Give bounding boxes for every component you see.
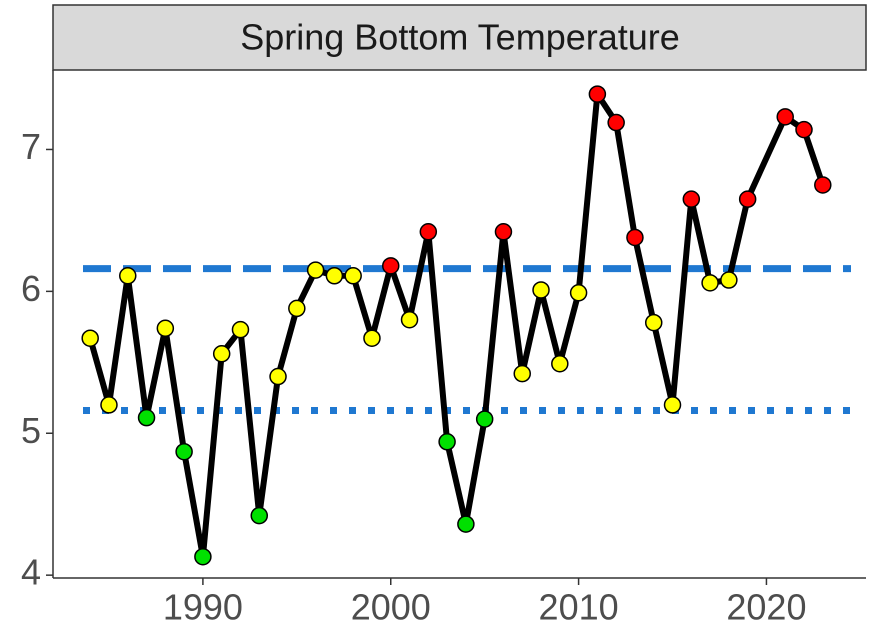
point [194,547,212,566]
point [288,299,306,318]
point [363,329,381,347]
point [607,113,625,132]
point [644,313,663,332]
point [701,274,719,292]
y-tick-label: 6 [21,268,41,309]
point [457,515,475,533]
point [269,367,287,386]
point [532,281,550,299]
point [663,396,682,414]
point [475,410,494,428]
x-tick-label: 2010 [539,587,619,628]
point [513,364,531,383]
y-tick-label: 7 [21,126,41,167]
point [231,320,250,339]
chart-title: Spring Bottom Temperature [240,17,680,58]
point [720,271,738,289]
point [814,176,832,194]
point [212,345,231,363]
point [438,433,456,451]
x-tick-label: 2020 [726,587,806,628]
point [682,190,701,208]
point [588,85,607,103]
point [175,442,193,461]
point [494,223,513,241]
y-tick-label: 5 [21,410,41,451]
point [137,408,156,427]
series-line [87,91,826,560]
point [156,319,175,338]
point [81,329,99,347]
x-tick-label: 2000 [351,587,431,628]
y-tick-label: 4 [21,552,41,593]
point [400,310,419,329]
point [738,190,757,208]
point [551,354,569,373]
strip [52,4,867,71]
point [250,506,269,525]
point [795,120,813,139]
point [100,396,118,414]
point [419,223,438,241]
point [119,267,137,285]
point [325,267,344,285]
x-tick-label: 1990 [163,587,243,628]
point [569,284,588,302]
point [344,267,362,285]
point [306,261,325,279]
point [776,108,794,126]
point [381,257,400,275]
point [626,228,644,247]
